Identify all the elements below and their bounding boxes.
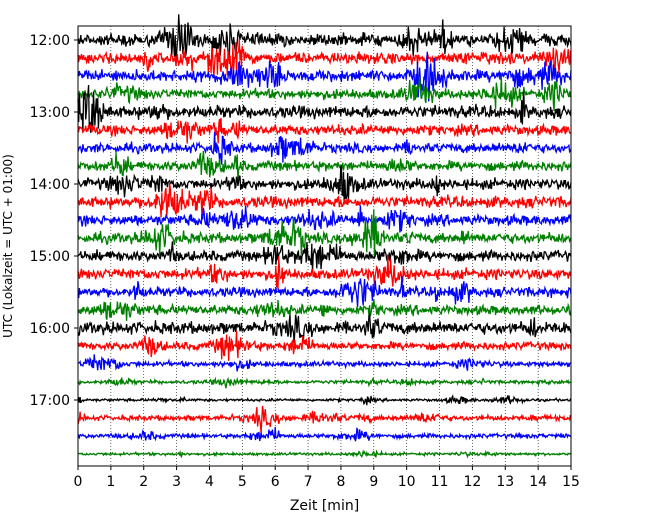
x-tick-label-15: 15 (562, 474, 580, 490)
x-tick-label-6: 6 (271, 474, 280, 490)
x-tick-label-8: 8 (336, 474, 345, 490)
trace-1215 (77, 38, 572, 77)
trace-1430 (77, 205, 572, 233)
trace-1445 (77, 209, 572, 259)
x-tick-label-9: 9 (369, 474, 378, 490)
y-axis-ticks: 12:00 13:00 14:00 15:00 16:00 17:00 (30, 33, 78, 409)
trace-1545 (77, 299, 572, 321)
trace-1700 (77, 394, 572, 406)
trace-1730 (77, 426, 572, 442)
trace-1415 (77, 182, 572, 220)
x-tick-label-11: 11 (431, 474, 449, 490)
trace-1715 (77, 405, 572, 434)
x-tick-label-10: 10 (398, 474, 416, 490)
x-tick-label-13: 13 (496, 474, 514, 490)
trace-1530 (77, 276, 572, 307)
plot-frame (77, 25, 572, 467)
y-tick-label-1200: 12:00 (30, 33, 70, 49)
trace-1400 (77, 164, 572, 203)
x-tick-label-7: 7 (304, 474, 313, 490)
seismic-traces (77, 14, 572, 459)
x-axis-label: Zeit [min] (290, 498, 359, 514)
trace-1230 (77, 51, 572, 102)
x-tick-label-4: 4 (205, 474, 214, 490)
trace-1500 (77, 241, 572, 273)
x-tick-label-5: 5 (238, 474, 247, 490)
trace-1745 (77, 449, 572, 459)
trace-1330 (77, 132, 572, 165)
y-tick-label-1400: 14:00 (30, 177, 70, 193)
y-axis-label: UTC (Lokalzeit = UTC + 01:00) (1, 154, 15, 338)
x-tick-label-12: 12 (463, 474, 481, 490)
y-tick-label-1600: 16:00 (30, 321, 70, 337)
x-tick-label-2: 2 (139, 474, 148, 490)
x-tick-label-3: 3 (172, 474, 181, 490)
trace-1200 (77, 14, 572, 61)
x-axis-ticks: 0 1 2 3 4 5 6 7 8 9 10 11 12 13 14 15 (74, 466, 580, 490)
trace-1515 (77, 255, 572, 290)
trace-1645 (77, 376, 572, 389)
y-tick-label-1300: 13:00 (30, 105, 70, 121)
trace-1600 (77, 312, 572, 343)
y-tick-label-1700: 17:00 (30, 393, 70, 409)
x-tick-label-0: 0 (74, 474, 83, 490)
trace-1245 (78, 75, 572, 111)
x-tick-label-14: 14 (529, 474, 547, 490)
trace-1315 (77, 117, 572, 144)
trace-1300 (77, 85, 572, 133)
trace-1630 (77, 354, 572, 372)
trace-1345 (77, 150, 572, 180)
x-tick-label-1: 1 (106, 474, 115, 490)
y-tick-label-1500: 15:00 (30, 249, 70, 265)
trace-1615 (77, 330, 572, 361)
